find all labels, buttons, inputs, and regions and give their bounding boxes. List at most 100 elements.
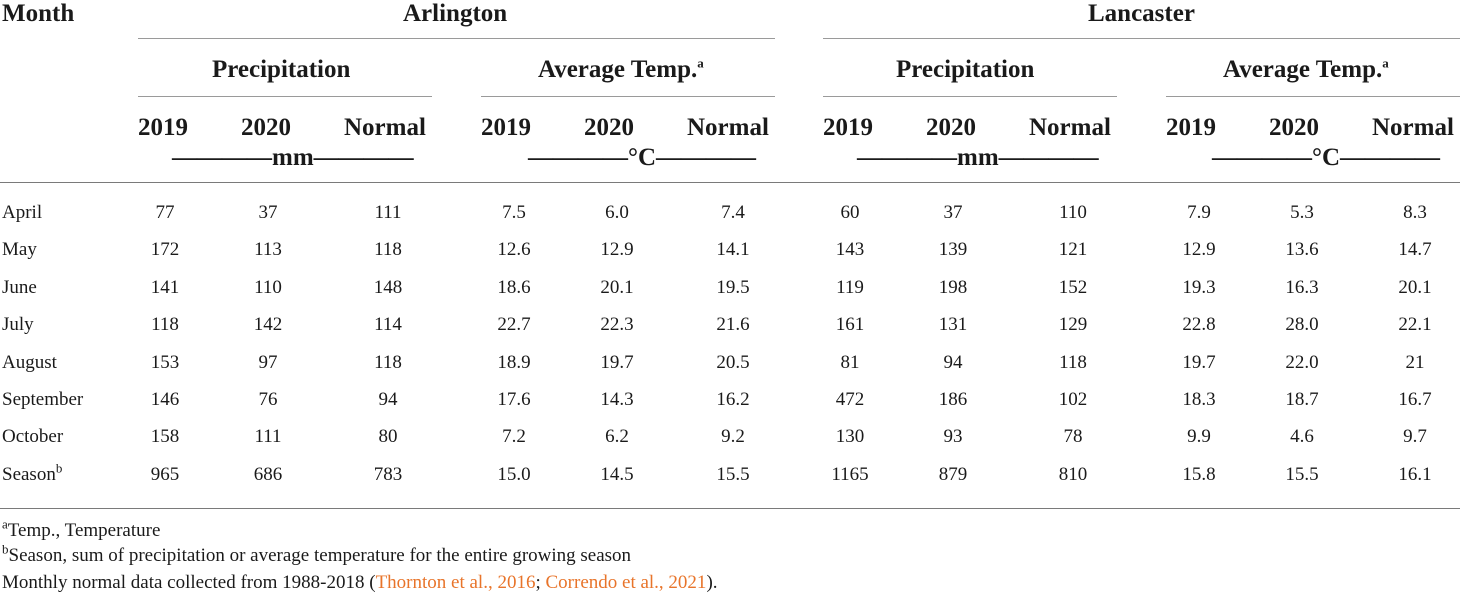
lan-precip-2019: 2019: [823, 114, 873, 141]
table-cell: 12.9: [1182, 239, 1216, 261]
table-cell: 152: [1058, 276, 1088, 298]
table-cell: 118: [374, 239, 402, 261]
arl-precip-rule: [138, 96, 432, 97]
arl-temp-unit: ————°C————: [528, 144, 757, 171]
arl-temp-normal: Normal: [687, 114, 769, 141]
table-cell: 141: [150, 276, 180, 298]
table-cell: 472: [835, 389, 865, 410]
arl-temp-rule: [481, 96, 775, 97]
table-cell: 22.3: [600, 314, 634, 336]
row-month-label: October: [2, 426, 64, 448]
table-cell: 18.3: [1182, 389, 1216, 410]
table-cell: 186: [938, 389, 968, 410]
citation-link-correndo[interactable]: Correndo et al., 2021: [545, 572, 707, 593]
table-cell: 131: [938, 314, 968, 336]
table-cell: 110: [254, 276, 282, 298]
row-month-label: Seasonb: [2, 460, 63, 485]
arlington-temp-header: Average Temp.a: [538, 55, 704, 83]
table-cell: 12.6: [497, 239, 531, 261]
column-header-month: Month: [2, 0, 75, 27]
table-cell: 18.9: [497, 351, 531, 373]
table-cell: 14.1: [716, 239, 750, 261]
table-cell: 153: [150, 351, 180, 373]
table-cell: 139: [938, 239, 968, 261]
table-cell: 21: [1405, 351, 1425, 373]
footnote-a: aTemp., Temperature: [2, 516, 161, 541]
table-cell: 16.7: [1398, 389, 1432, 410]
table-cell: 158: [150, 426, 180, 448]
arlington-precip-header: Precipitation: [212, 56, 351, 83]
footnote-source: Monthly normal data collected from 1988-…: [2, 572, 718, 593]
lan-temp-2020: 2020: [1269, 114, 1319, 141]
table-cell: 111: [374, 202, 402, 223]
table-cell: 37: [943, 202, 963, 223]
table-cell: 16.3: [1285, 276, 1319, 298]
table-cell: 78: [1063, 426, 1083, 448]
table-cell: 19.7: [600, 351, 634, 373]
table-cell: 37: [258, 202, 278, 223]
table-cell: 60: [840, 202, 860, 223]
table-cell: 965: [150, 463, 180, 485]
table-cell: 4.6: [1290, 426, 1314, 448]
table-cell: 19.7: [1182, 351, 1216, 373]
table-cell: 76: [258, 389, 278, 410]
table-cell: 20.1: [600, 276, 634, 298]
table-cell: 28.0: [1285, 314, 1319, 336]
table-cell: 9.9: [1187, 426, 1211, 448]
footnote-b: bSeason, sum of precipitation or average…: [2, 541, 632, 566]
lan-temp-rule: [1166, 96, 1460, 97]
table-cell: 19.3: [1182, 276, 1216, 298]
arl-precip-unit: ————mm————: [172, 144, 414, 171]
citation-link-thornton[interactable]: Thornton et al., 2016: [375, 572, 536, 593]
table-cell: 81: [840, 351, 860, 373]
table-cell: 94: [378, 389, 398, 410]
table-cell: 142: [253, 314, 283, 336]
row-month-label: June: [2, 276, 37, 298]
table-cell: 9.7: [1403, 426, 1427, 448]
header-bottom-rule: [0, 182, 1460, 183]
table-cell: 172: [150, 239, 180, 261]
table-cell: 118: [1059, 351, 1087, 373]
table-cell: 8.3: [1403, 202, 1427, 223]
arlington-rule: [138, 38, 775, 39]
table-cell: 15.8: [1182, 463, 1216, 485]
lan-temp-unit: ————°C————: [1212, 144, 1441, 171]
table-cell: 686: [253, 463, 283, 485]
row-month-label: August: [2, 351, 57, 373]
lancaster-precip-header: Precipitation: [896, 56, 1035, 83]
table-cell: 7.2: [502, 426, 526, 448]
table-cell: 14.3: [600, 389, 634, 410]
table-cell: 80: [378, 426, 398, 448]
table-cell: 110: [1059, 202, 1087, 223]
site-header-arlington: Arlington: [403, 0, 508, 27]
table-cell: 879: [938, 463, 968, 485]
table-cell: 161: [835, 314, 865, 336]
table-cell: 118: [374, 351, 402, 373]
table-cell: 114: [374, 314, 402, 336]
table-cell: 14.7: [1398, 239, 1432, 261]
table-cell: 119: [836, 276, 864, 298]
table-cell: 93: [943, 426, 963, 448]
table-cell: 130: [835, 426, 865, 448]
table-cell: 22.1: [1398, 314, 1432, 336]
table-cell: 7.9: [1187, 202, 1211, 223]
row-month-label: September: [2, 389, 84, 410]
table-cell: 77: [155, 202, 175, 223]
table-cell: 15.0: [497, 463, 531, 485]
table-cell: 198: [938, 276, 968, 298]
table-cell: 14.5: [600, 463, 634, 485]
lan-precip-unit: ————mm————: [857, 144, 1099, 171]
table-cell: 143: [835, 239, 865, 261]
table-cell: 20.1: [1398, 276, 1432, 298]
table-cell: 12.9: [600, 239, 634, 261]
table-cell: 94: [943, 351, 963, 373]
table-cell: 810: [1058, 463, 1088, 485]
row-month-label: April: [2, 202, 43, 223]
table-cell: 13.6: [1285, 239, 1319, 261]
lan-temp-2019: 2019: [1166, 114, 1216, 141]
table-cell: 1165: [831, 463, 869, 485]
table-cell: 17.6: [497, 389, 531, 410]
table-cell: 22.0: [1285, 351, 1319, 373]
table-cell: 22.8: [1182, 314, 1216, 336]
table-cell: 783: [373, 463, 403, 485]
